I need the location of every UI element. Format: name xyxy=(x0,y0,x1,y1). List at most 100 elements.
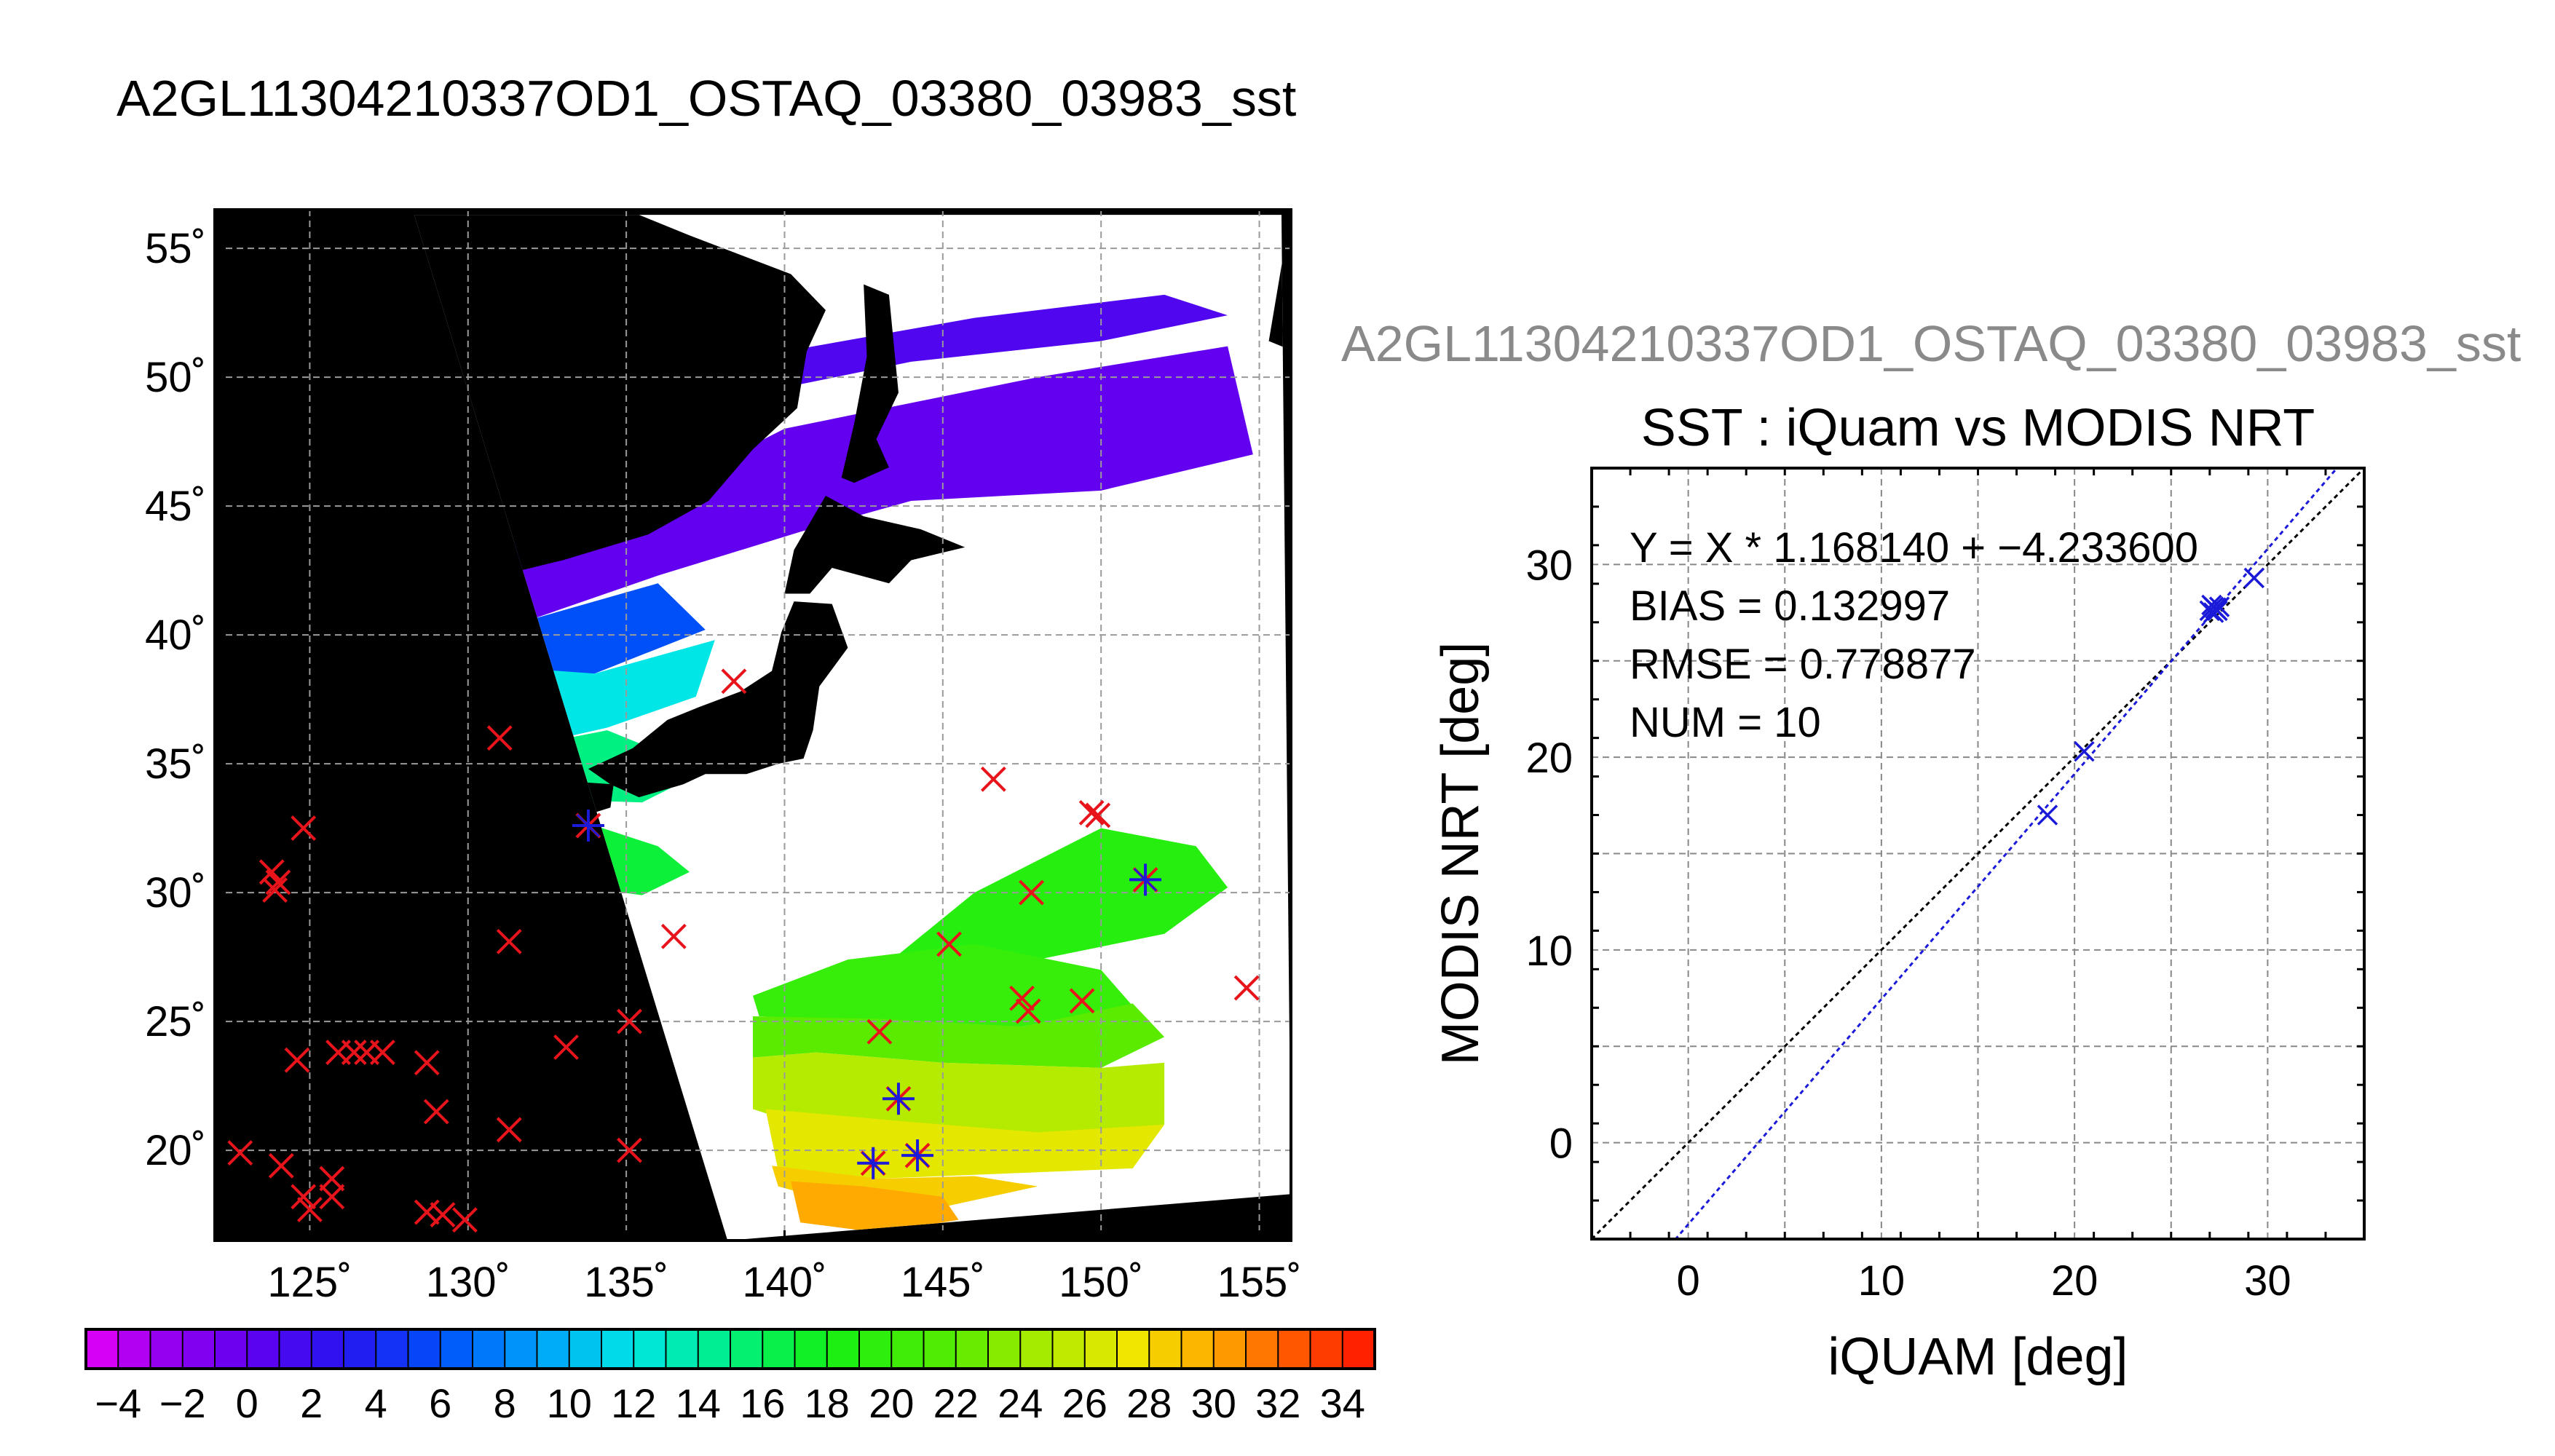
colorbar-segment xyxy=(215,1329,248,1369)
colorbar-segment xyxy=(1020,1329,1053,1369)
colorbar-tick-label: 22 xyxy=(933,1380,979,1426)
scatter-x-tick-label: 30 xyxy=(2244,1257,2291,1305)
colorbar-segment xyxy=(1310,1329,1343,1369)
sst-zone xyxy=(879,828,1228,976)
scatter-x-tick-label: 0 xyxy=(1676,1257,1699,1305)
map-matched-marker xyxy=(882,1083,915,1115)
map-observation-marker xyxy=(268,1152,294,1179)
map-observation-marker xyxy=(1233,975,1260,1001)
scatter-point xyxy=(2243,567,2265,589)
map-plot-area xyxy=(215,210,1291,1241)
colorbar-segment xyxy=(505,1329,537,1369)
scatter-stats-line: NUM = 10 xyxy=(1630,699,1821,746)
sst-zone xyxy=(753,1003,1165,1068)
colorbar-tick-label: 28 xyxy=(1126,1380,1172,1426)
map-y-tick-label: 40˚ xyxy=(145,612,206,659)
map-observation-marker xyxy=(319,1184,345,1210)
colorbar-segment xyxy=(118,1329,151,1369)
sst-field xyxy=(414,215,1291,1233)
colorbar-segment xyxy=(698,1329,731,1369)
colorbar-tick-label: −2 xyxy=(159,1380,206,1426)
map-observation-marker xyxy=(936,931,962,957)
scatter-point xyxy=(2208,596,2230,617)
map-observation-marker xyxy=(284,1047,310,1073)
scatter-stats-line: RMSE = 0.778877 xyxy=(1630,641,1976,688)
colorbar-segment xyxy=(762,1329,795,1369)
colorbar-segment xyxy=(601,1329,634,1369)
scatter-chart: 0 10 20 30 0 10 20 30 SST : iQuam vs MODIS NRT iQ… xyxy=(1431,399,2366,1386)
colorbar-segment xyxy=(826,1329,860,1369)
colorbar-segment xyxy=(1278,1329,1311,1369)
colorbar-tick-label: 34 xyxy=(1320,1380,1365,1426)
map-matched-marker xyxy=(901,1139,934,1172)
colorbar-tick-label: 20 xyxy=(869,1380,914,1426)
scatter-x-tick-label: 20 xyxy=(2051,1257,2098,1305)
secondary-title: A2GL11304210337OD1_OSTAQ_03380_03983_sst xyxy=(1341,315,2522,372)
map-observation-marker xyxy=(291,815,317,842)
scatter-x-axis-label: iQUAM [deg] xyxy=(1828,1328,2128,1386)
land-japan-hokkaido xyxy=(784,495,965,594)
map-observation-marker xyxy=(262,877,288,903)
colorbar-segment xyxy=(247,1329,280,1369)
map-observation-marker xyxy=(660,923,687,949)
regression-line xyxy=(1674,468,2339,1239)
colorbar-segment xyxy=(344,1329,376,1369)
colorbar-segment xyxy=(376,1329,408,1369)
scatter-point xyxy=(2201,594,2222,616)
map-observation-marker xyxy=(496,928,522,954)
map-observation-marker xyxy=(1078,799,1105,826)
map-observation-marker xyxy=(1019,879,1044,906)
map-observation-marker xyxy=(866,1018,893,1045)
scatter-y-tick-label: 30 xyxy=(1525,542,1573,589)
map-y-tick-label: 35˚ xyxy=(145,740,206,788)
colorbar-segment xyxy=(891,1329,924,1369)
scatter-y-tick-label: 10 xyxy=(1525,927,1573,975)
colorbar-segment xyxy=(730,1329,763,1369)
map-matched-marker xyxy=(857,1147,890,1179)
map-observation-marker xyxy=(227,1140,253,1166)
colorbar-segment xyxy=(1213,1329,1247,1369)
colorbar-segment xyxy=(569,1329,602,1369)
map-observation-marker xyxy=(1085,802,1111,828)
colorbar-segment xyxy=(440,1329,473,1369)
colorbar-tick-label: −4 xyxy=(95,1380,141,1426)
sst-zone xyxy=(753,1052,1165,1135)
map-y-tick-label: 20˚ xyxy=(145,1127,206,1174)
map-observation-marker xyxy=(1069,988,1095,1014)
map-observation-marker xyxy=(369,1040,395,1065)
scatter-y-tick-label: 0 xyxy=(1549,1120,1573,1168)
colorbar-segment xyxy=(408,1329,441,1369)
map-y-tick-label: 25˚ xyxy=(145,998,206,1045)
map-observation-marker xyxy=(617,1137,642,1163)
map-observation-marker xyxy=(430,1202,456,1228)
colorbar-tick-label: 30 xyxy=(1191,1380,1236,1426)
colorbar-segment xyxy=(1117,1329,1150,1369)
map-observation-marker xyxy=(414,1050,440,1076)
colorbar-tick-label: 6 xyxy=(429,1380,451,1426)
colorbar-tick-label: 18 xyxy=(805,1380,850,1426)
one-to-one-line xyxy=(1592,468,2364,1239)
scatter-y-axis-label: MODIS NRT [deg] xyxy=(1431,642,1490,1066)
colorbar-tick-label: 0 xyxy=(236,1380,258,1426)
colorbar-segment xyxy=(1052,1329,1086,1369)
colorbar-segment xyxy=(1149,1329,1182,1369)
colorbar-segment xyxy=(923,1329,957,1369)
colorbar-segment xyxy=(1084,1329,1118,1369)
map-x-tick-label: 145˚ xyxy=(901,1259,985,1306)
colorbar-segment xyxy=(794,1329,828,1369)
colorbar-segment xyxy=(1342,1329,1375,1369)
colorbar-segment xyxy=(86,1329,119,1369)
scatter-stats-line: Y = X * 1.168140 + −4.233600 xyxy=(1630,524,2198,571)
map-observation-marker xyxy=(291,1184,317,1210)
map-matched-marker xyxy=(1129,863,1162,896)
sst-zone xyxy=(417,346,1253,641)
colorbar-tick-label: 24 xyxy=(998,1380,1043,1426)
map-x-tick-label: 130˚ xyxy=(426,1259,510,1306)
map-observation-marker xyxy=(319,1166,345,1192)
map-observation-marker xyxy=(265,869,291,895)
colorbar-tick-label: 10 xyxy=(547,1380,592,1426)
colorbar-tick-label: 26 xyxy=(1062,1380,1107,1426)
scatter-point xyxy=(2037,804,2058,826)
colorbar-tick-label: 12 xyxy=(611,1380,656,1426)
